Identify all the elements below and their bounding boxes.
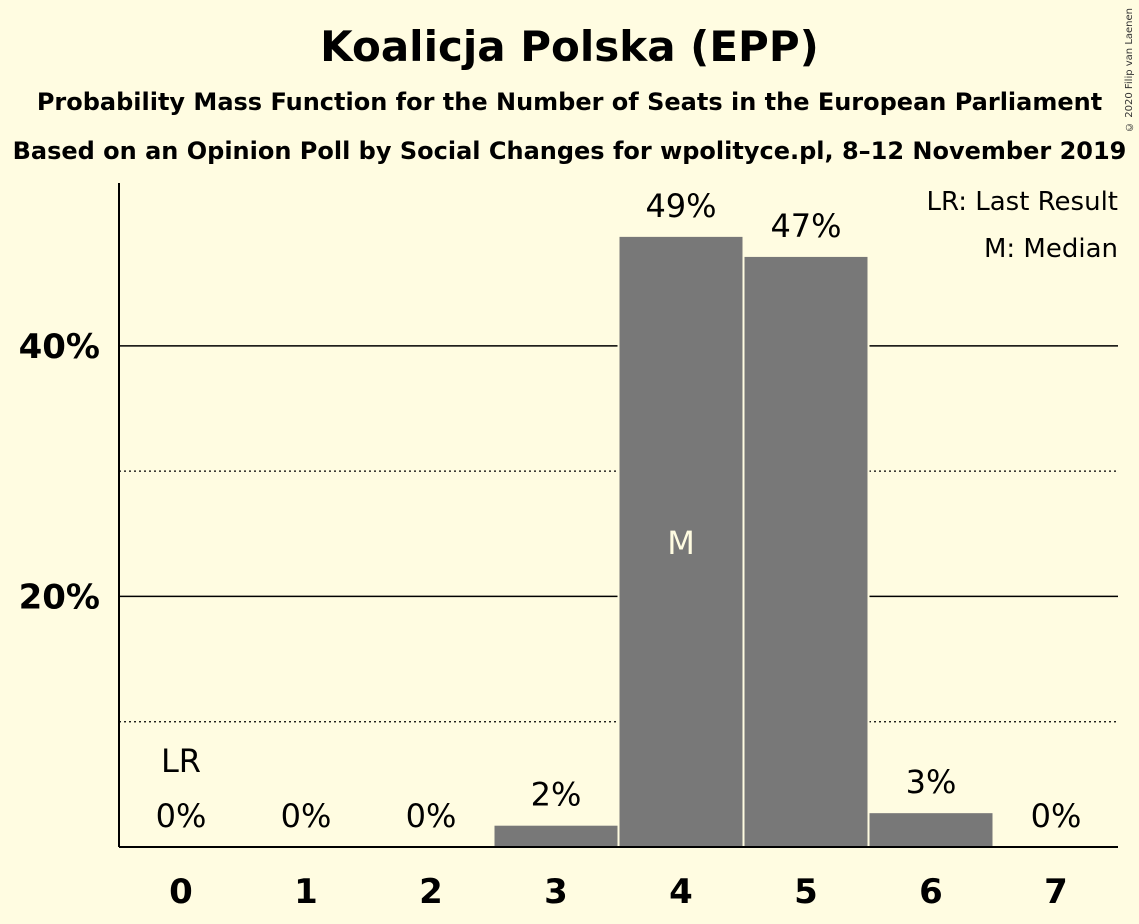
chart-source: Based on an Opinion Poll by Social Chang…: [12, 137, 1127, 165]
chart-subtitle: Probability Mass Function for the Number…: [36, 88, 1103, 116]
bar-value-label: 47%: [770, 207, 841, 245]
bar-value-label: 0%: [156, 797, 207, 835]
median-marker: M: [667, 524, 695, 562]
bar: [744, 256, 868, 847]
chart-title: Koalicja Polska (EPP): [320, 22, 819, 71]
x-tick-label: 3: [544, 872, 568, 912]
bar-value-label: 0%: [281, 797, 332, 835]
y-tick-label: 20%: [19, 577, 100, 617]
bar: [869, 813, 993, 847]
bar: [619, 236, 743, 847]
x-tick-label: 7: [1044, 872, 1068, 912]
legend-last-result: LR: Last Result: [926, 187, 1118, 217]
legend-median: M: Median: [984, 234, 1118, 264]
last-result-marker: LR: [161, 742, 201, 780]
x-tick-label: 5: [794, 872, 818, 912]
y-tick-label: 40%: [19, 327, 100, 367]
bar-value-label: 2%: [531, 776, 582, 814]
x-tick-label: 0: [169, 872, 193, 912]
x-tick-label: 6: [919, 872, 943, 912]
bar-value-label: 3%: [906, 763, 957, 801]
bar-value-label: 49%: [645, 187, 716, 225]
x-tick-label: 4: [669, 872, 693, 912]
x-tick-label: 2: [419, 872, 443, 912]
x-tick-label: 1: [294, 872, 318, 912]
bar-value-label: 0%: [406, 797, 457, 835]
bar-value-label: 0%: [1031, 797, 1082, 835]
bar: [494, 825, 618, 847]
